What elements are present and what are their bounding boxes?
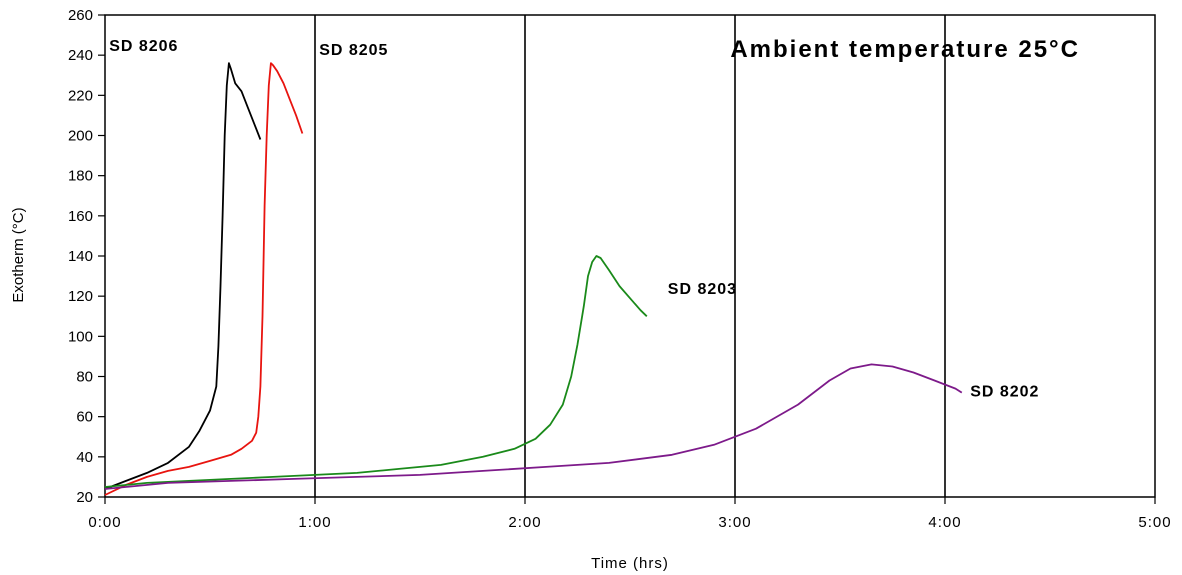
y-tick-label: 100 <box>68 328 93 345</box>
x-axis: 0:00 1:00 2:00 3:00 4:00 5:00 <box>88 497 1171 531</box>
series-line-sd-8206 <box>104 62 262 490</box>
series-line-sd-8202 <box>104 363 963 490</box>
y-tick-label: 180 <box>68 168 93 185</box>
plot-area <box>104 14 1156 498</box>
y-tick-label: 140 <box>68 248 93 265</box>
y-tick-label: 120 <box>68 288 93 305</box>
y-axis-title: Exotherm (°C) <box>10 207 27 302</box>
y-axis: 20 40 60 80 100 120 140 160 180 200 220 240 260 <box>68 7 105 506</box>
x-tick-label: 3:00 <box>718 514 751 531</box>
series-line-sd-8203 <box>104 255 648 488</box>
x-axis-title: Time (hrs) <box>591 555 669 572</box>
x-tick-label: 1:00 <box>298 514 331 531</box>
chart-title: Ambient temperature 25°C <box>730 36 1080 63</box>
plot-frame <box>104 14 1156 498</box>
y-tick-label: 220 <box>68 87 93 104</box>
label-sd-8202: SD 8202 <box>970 384 1039 401</box>
series-annotations: SD 8206 SD 8205 SD 8203 SD 8202 <box>109 38 1039 401</box>
y-tick-label: 40 <box>76 449 93 466</box>
x-tick-label: 0:00 <box>88 514 121 531</box>
y-tick-label: 160 <box>68 208 93 225</box>
reference-lines <box>314 15 946 497</box>
y-tick-label: 200 <box>68 128 93 145</box>
x-tick-label: 4:00 <box>928 514 961 531</box>
y-tick-label: 80 <box>76 369 93 386</box>
label-sd-8205: SD 8205 <box>319 42 388 59</box>
series-group <box>104 62 963 496</box>
x-tick-label: 5:00 <box>1138 514 1171 531</box>
y-tick-label: 20 <box>76 489 93 506</box>
y-tick-label: 240 <box>68 47 93 64</box>
label-sd-8206: SD 8206 <box>109 38 178 55</box>
series-line-sd-8205 <box>104 62 304 496</box>
y-tick-label: 260 <box>68 7 93 24</box>
y-tick-label: 60 <box>76 409 93 426</box>
x-tick-label: 2:00 <box>508 514 541 531</box>
label-sd-8203: SD 8203 <box>668 281 737 298</box>
